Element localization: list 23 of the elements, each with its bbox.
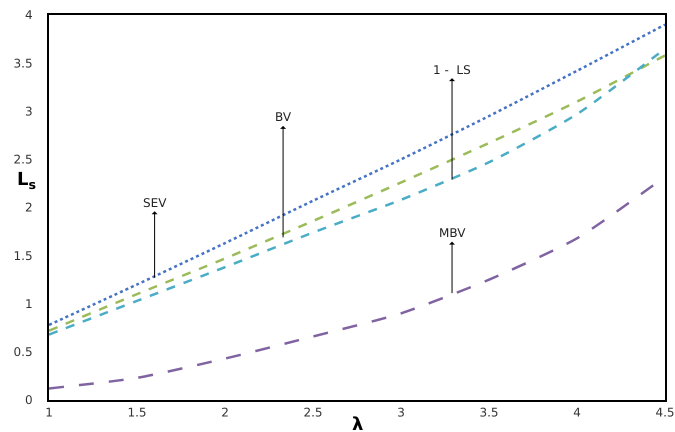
x-tick-label: 4 [573, 405, 581, 420]
y-tick-label: 0 [24, 393, 33, 408]
x-tick-label: 2 [221, 405, 229, 420]
y-tick-label: 4 [24, 8, 33, 22]
x-tick-label: 1.5 [127, 405, 147, 420]
annotation: SEV [143, 196, 168, 210]
x-axis-title: λ [352, 414, 364, 432]
x-tick-label: 4.5 [655, 405, 675, 420]
annotation: MBV [439, 226, 466, 240]
x-tick-label: 1 [45, 405, 53, 420]
y-tick-label: 0.5 [14, 345, 33, 360]
y-tick-label: 1 [24, 296, 33, 311]
y-tick-label: 2.5 [14, 152, 33, 167]
y-tick-label: 2 [24, 200, 33, 215]
annotation: 1 - LS [433, 63, 471, 77]
y-tick-label: 3.5 [14, 56, 33, 70]
y-tick-label: 3 [24, 104, 33, 118]
x-tick-label: 3.5 [479, 405, 499, 420]
y-axis-title: L$_{s}$ [17, 169, 36, 192]
x-tick-label: 2.5 [303, 405, 323, 420]
x-tick-label: 3 [397, 405, 405, 420]
y-tick-label: 1.5 [14, 248, 33, 263]
annotation: BV [275, 110, 292, 124]
